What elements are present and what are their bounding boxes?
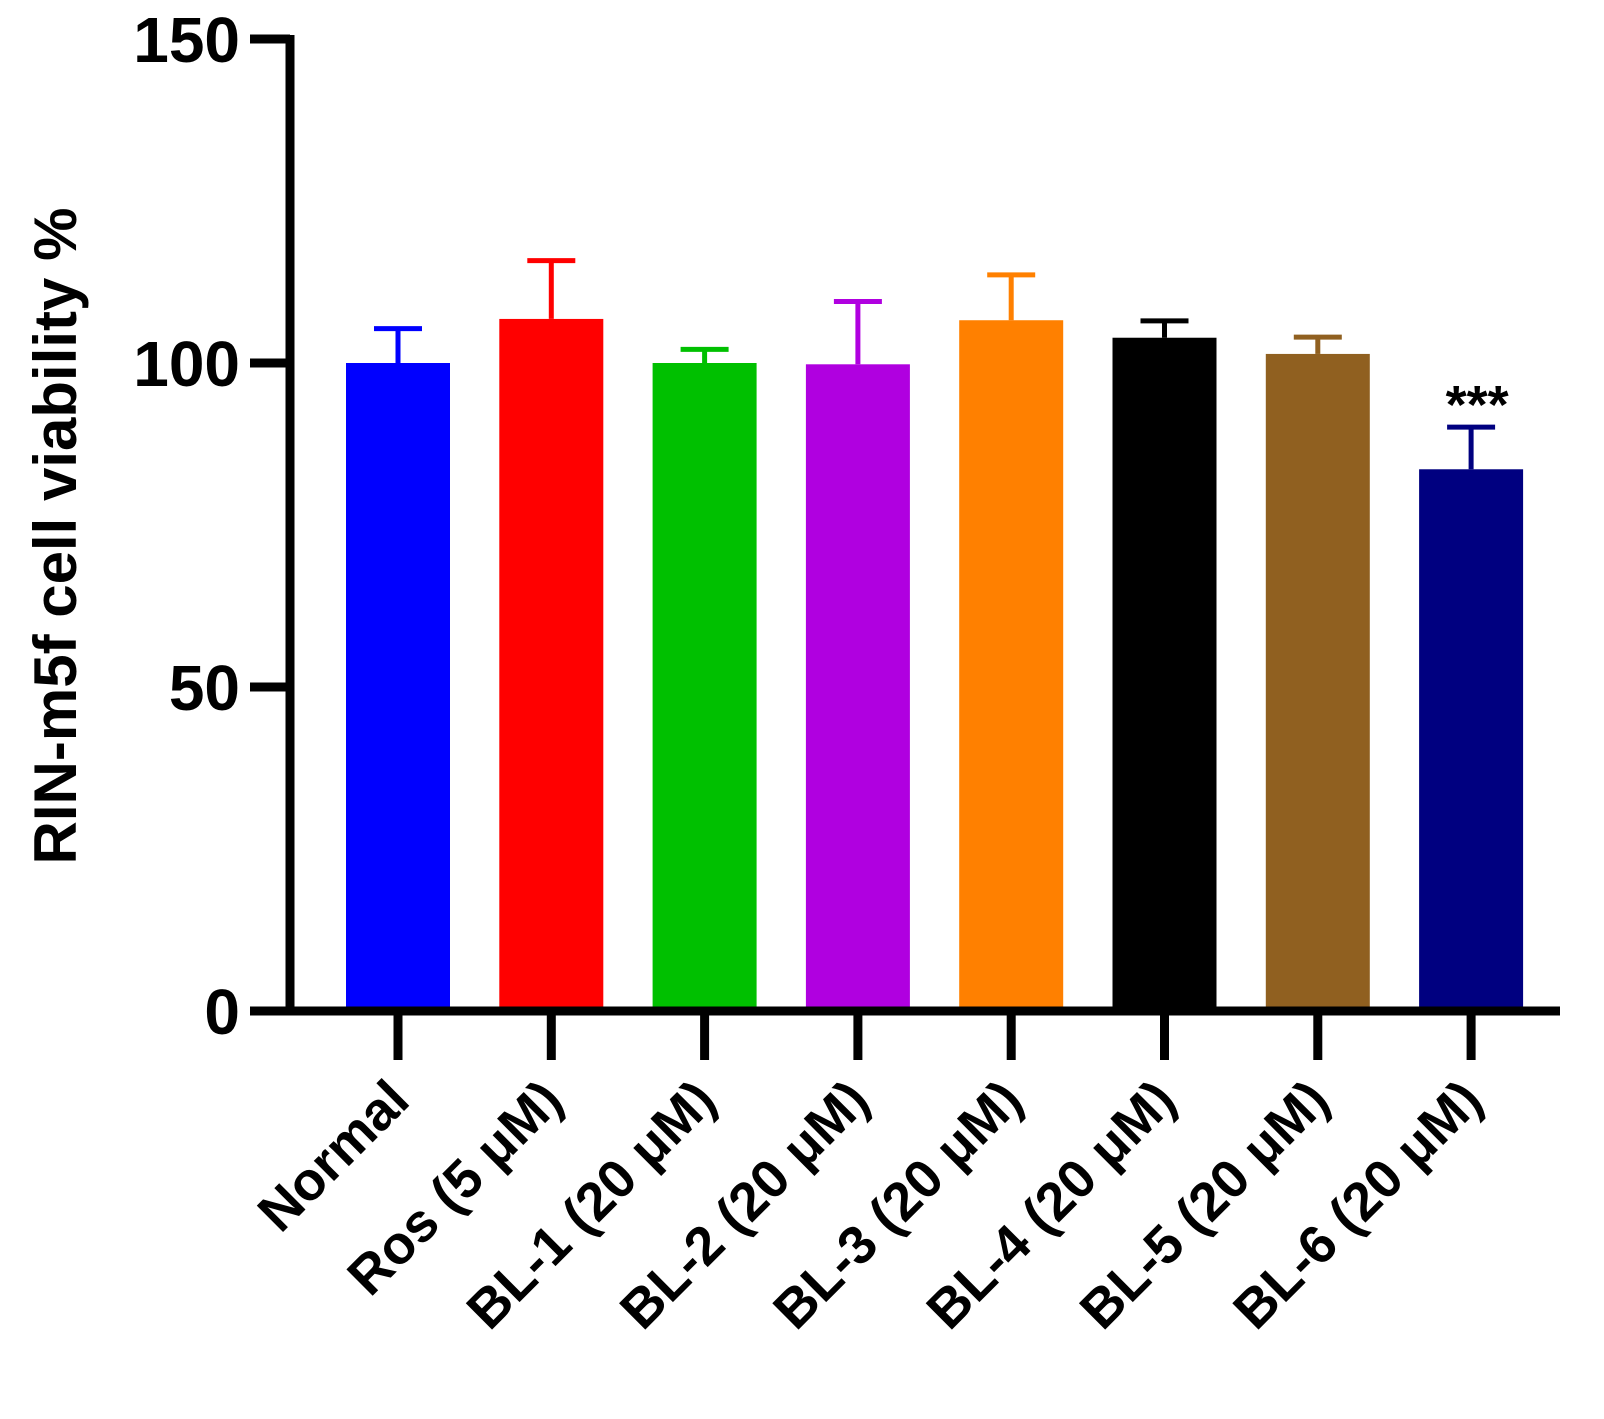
y-axis-title: RIN-m5f cell viability % bbox=[22, 208, 89, 865]
bars-layer bbox=[346, 318, 1524, 1012]
y-tick-label-0: 0 bbox=[204, 976, 240, 1048]
bar-6 bbox=[1112, 337, 1217, 1011]
bar-4 bbox=[805, 364, 910, 1011]
annotations-layer: *** bbox=[1446, 375, 1509, 435]
bar-5 bbox=[959, 320, 1064, 1011]
bar-7 bbox=[1265, 353, 1370, 1012]
axes-layer bbox=[285, 35, 1560, 1016]
significance-annotation: *** bbox=[1446, 375, 1509, 435]
y-tick-label-50: 50 bbox=[169, 652, 240, 724]
bar-8 bbox=[1419, 469, 1524, 1012]
y-ticks-layer: 0 50 100 150 bbox=[133, 4, 290, 1048]
y-tick-label-150: 150 bbox=[133, 4, 240, 76]
error-bars-layer bbox=[374, 258, 1496, 470]
bar-3 bbox=[652, 363, 757, 1011]
bar-1 bbox=[346, 363, 450, 1011]
bar-2 bbox=[499, 318, 604, 1011]
y-tick-label-100: 100 bbox=[133, 328, 240, 400]
